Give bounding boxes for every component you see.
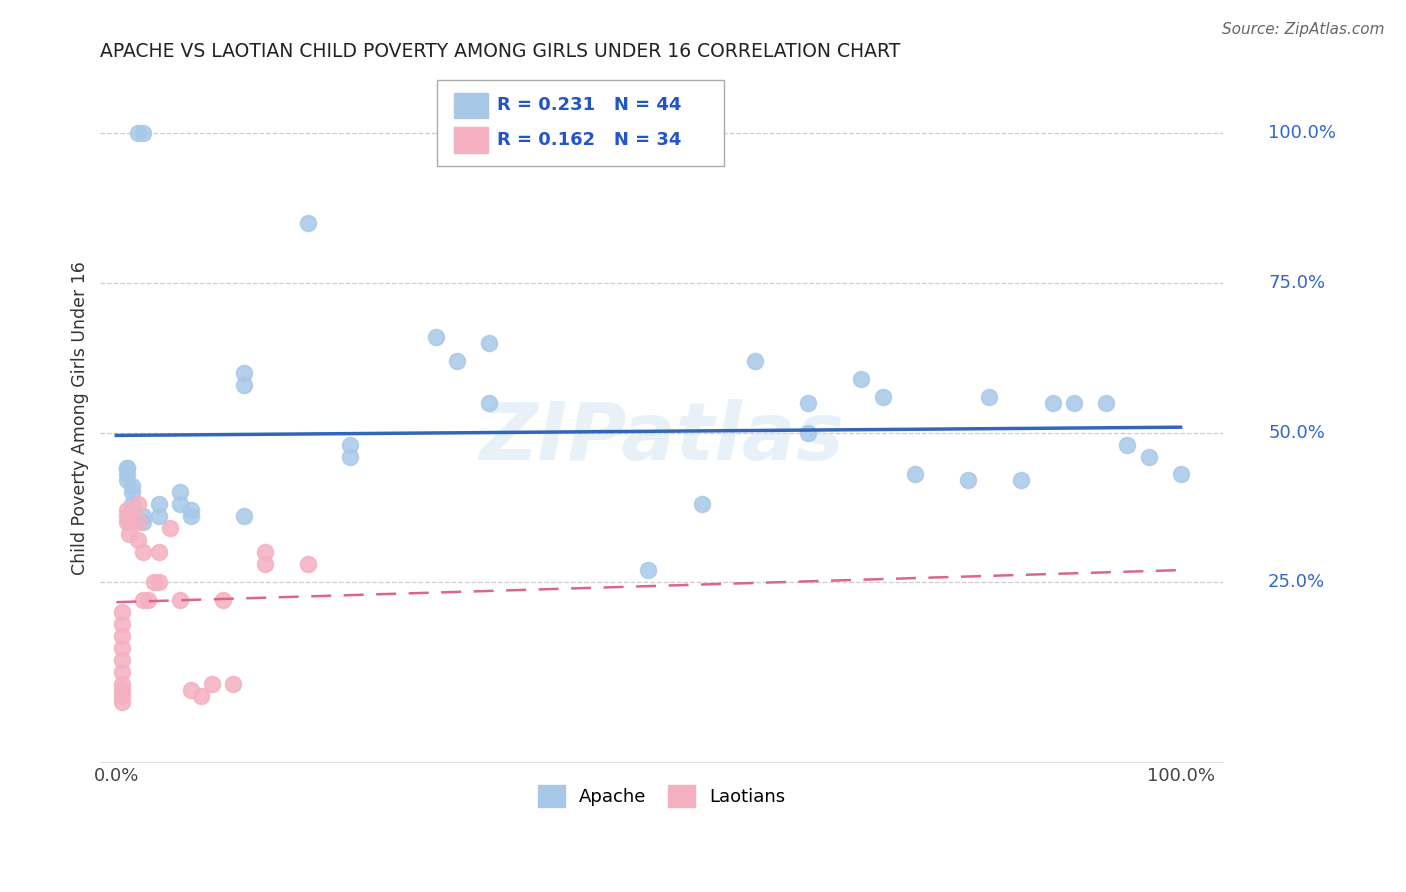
Point [159, 521, 181, 535]
Point [111, 605, 134, 619]
Point [132, 126, 155, 140]
Point [111, 695, 134, 709]
Text: 25.0%: 25.0% [1268, 574, 1326, 591]
Point [425, 330, 447, 344]
Point [115, 516, 138, 530]
Point [169, 593, 191, 607]
Point [637, 563, 659, 577]
Point [1116, 437, 1139, 451]
Point [233, 366, 256, 380]
Point [297, 216, 319, 230]
Point [744, 353, 766, 368]
Point [1063, 395, 1085, 409]
Text: APACHE VS LAOTIAN CHILD POVERTY AMONG GIRLS UNDER 16 CORRELATION CHART: APACHE VS LAOTIAN CHILD POVERTY AMONG GI… [100, 42, 901, 61]
Point [111, 689, 134, 703]
Point [132, 545, 155, 559]
Point [254, 545, 277, 559]
Point [169, 485, 191, 500]
Point [111, 629, 134, 643]
Point [180, 509, 202, 524]
Text: Source: ZipAtlas.com: Source: ZipAtlas.com [1222, 22, 1385, 37]
Point [121, 485, 143, 500]
Point [127, 516, 149, 530]
Point [478, 335, 501, 350]
Point [148, 509, 170, 524]
Point [118, 527, 141, 541]
Point [797, 425, 820, 440]
FancyBboxPatch shape [437, 80, 724, 166]
Point [797, 395, 820, 409]
Point [254, 558, 277, 572]
Point [180, 503, 202, 517]
Point [478, 395, 501, 409]
Point [851, 372, 873, 386]
Point [115, 509, 138, 524]
Text: 50.0%: 50.0% [1268, 424, 1324, 442]
FancyBboxPatch shape [454, 93, 488, 118]
Point [127, 497, 149, 511]
Point [297, 558, 319, 572]
Point [872, 390, 894, 404]
Point [211, 593, 233, 607]
Point [977, 390, 1000, 404]
Point [111, 653, 134, 667]
Text: R = 0.231   N = 44: R = 0.231 N = 44 [496, 96, 681, 114]
Point [111, 641, 134, 656]
Point [115, 467, 138, 482]
Point [1170, 467, 1192, 482]
Point [1042, 395, 1064, 409]
Point [111, 682, 134, 697]
Text: 75.0%: 75.0% [1268, 274, 1326, 292]
Y-axis label: Child Poverty Among Girls Under 16: Child Poverty Among Girls Under 16 [72, 260, 89, 574]
Point [956, 474, 979, 488]
Text: ZIPatlas: ZIPatlas [479, 400, 844, 477]
Point [1010, 474, 1032, 488]
Point [142, 575, 165, 590]
Point [201, 677, 224, 691]
Point [148, 575, 170, 590]
Point [132, 509, 155, 524]
Point [115, 474, 138, 488]
Point [190, 689, 212, 703]
Legend: Apache, Laotians: Apache, Laotians [530, 778, 793, 814]
Point [136, 593, 159, 607]
Text: R = 0.162   N = 34: R = 0.162 N = 34 [496, 130, 681, 148]
Point [115, 461, 138, 475]
Point [118, 516, 141, 530]
Point [111, 617, 134, 632]
Point [115, 461, 138, 475]
Point [127, 533, 149, 548]
Point [115, 503, 138, 517]
Point [169, 497, 191, 511]
Point [111, 677, 134, 691]
Point [127, 126, 149, 140]
Point [233, 509, 256, 524]
Point [1095, 395, 1118, 409]
Point [148, 497, 170, 511]
Point [1137, 450, 1160, 464]
FancyBboxPatch shape [454, 128, 488, 153]
Point [121, 497, 143, 511]
Point [111, 665, 134, 679]
Point [339, 450, 361, 464]
Point [132, 593, 155, 607]
Point [233, 377, 256, 392]
Point [180, 682, 202, 697]
Point [339, 437, 361, 451]
Point [121, 479, 143, 493]
Point [690, 497, 713, 511]
Text: 100.0%: 100.0% [1268, 124, 1336, 143]
Point [148, 545, 170, 559]
Point [132, 516, 155, 530]
Point [446, 353, 468, 368]
Point [903, 467, 925, 482]
Point [222, 677, 245, 691]
